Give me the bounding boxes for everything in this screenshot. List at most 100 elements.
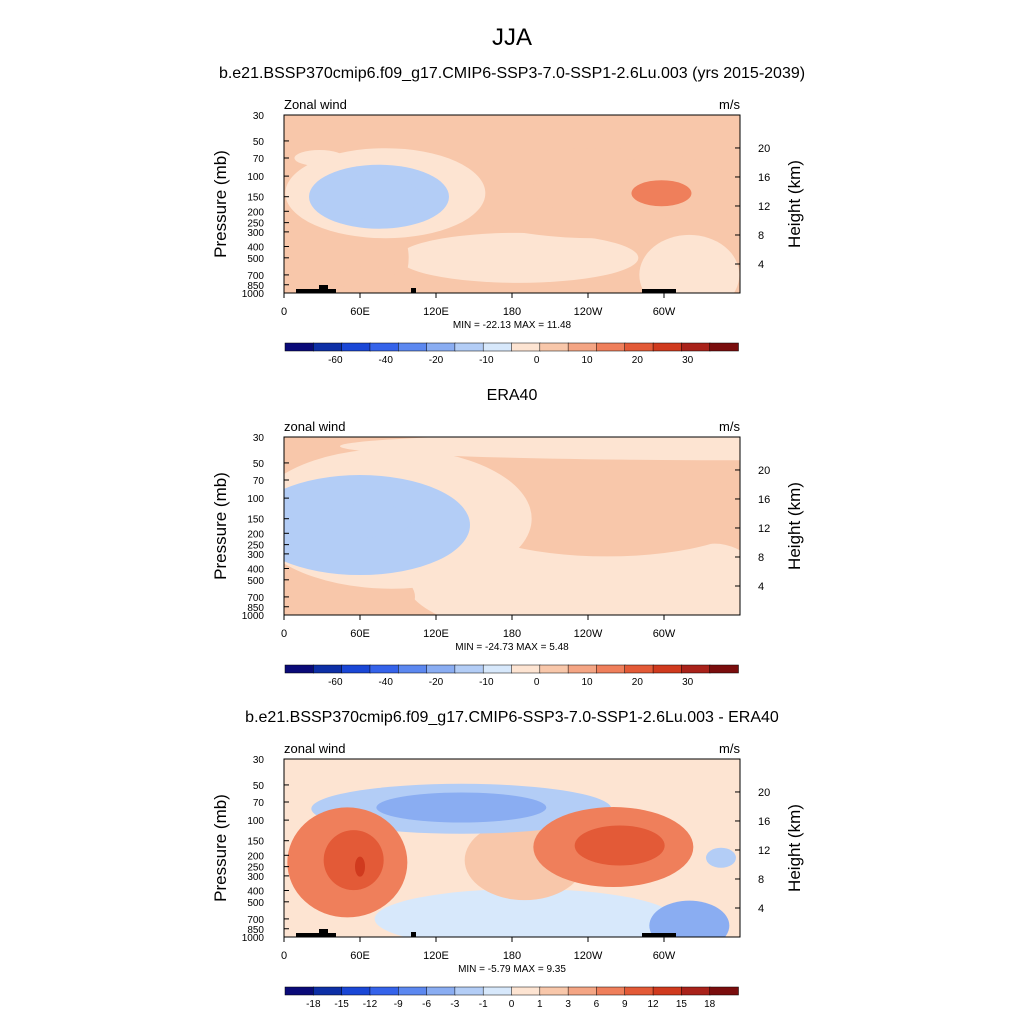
panel-title: ERA40 bbox=[487, 387, 538, 404]
y-tick-label: 500 bbox=[247, 576, 264, 587]
x-tick-label: 0 bbox=[281, 306, 287, 318]
colorbar-swatch bbox=[624, 986, 654, 996]
colorbar-label: -40 bbox=[378, 677, 393, 688]
colorbar-label: 18 bbox=[704, 999, 716, 1010]
colorbar-swatch bbox=[369, 664, 399, 674]
y-tick-label: 150 bbox=[247, 837, 264, 848]
right-tick-label: 16 bbox=[758, 816, 770, 828]
colorbar-label: -40 bbox=[378, 355, 393, 366]
colorbar-swatch bbox=[567, 664, 598, 674]
colorbar-swatch bbox=[284, 986, 315, 996]
units-label: m/s bbox=[719, 97, 740, 112]
x-tick-label: 180 bbox=[503, 950, 521, 962]
contour-region bbox=[574, 825, 665, 866]
colorbar-swatch bbox=[369, 986, 399, 996]
colorbar-label: 30 bbox=[682, 355, 694, 366]
right-tick-label: 12 bbox=[758, 845, 770, 857]
colorbar-label: -1 bbox=[479, 999, 488, 1010]
colorbar-swatch bbox=[709, 342, 739, 352]
colorbar-swatch bbox=[341, 986, 371, 996]
y-tick-label: 300 bbox=[247, 550, 264, 561]
y-tick-label: 50 bbox=[253, 781, 265, 792]
contour-field bbox=[284, 115, 740, 293]
right-axis-title: Height (km) bbox=[785, 160, 804, 248]
y-tick-label: 850 bbox=[247, 603, 264, 614]
colorbar-swatch bbox=[681, 664, 711, 674]
contour-region bbox=[532, 159, 733, 220]
topography-mask bbox=[642, 933, 676, 937]
right-axis-title: Height (km) bbox=[785, 482, 804, 570]
panels-container: b.e21.BSSP370cmip6.f09_g17.CMIP6-SSP3-7.… bbox=[211, 65, 805, 1010]
colorbar-label: 0 bbox=[509, 999, 515, 1010]
colorbar-swatch bbox=[681, 342, 711, 352]
contour-region bbox=[323, 830, 384, 891]
colorbar: -60 -40 -20 -10 0 10 20 30 bbox=[284, 664, 739, 688]
y-tick-label: 70 bbox=[253, 154, 265, 165]
colorbar-swatch bbox=[482, 342, 513, 352]
right-tick-label: 20 bbox=[758, 465, 770, 477]
x-tick-label: 60W bbox=[653, 628, 676, 640]
contour-region bbox=[631, 180, 692, 207]
colorbar-swatch bbox=[398, 664, 428, 674]
y-tick-label: 400 bbox=[247, 564, 264, 575]
contour-region bbox=[374, 888, 675, 937]
y-tick-label: 250 bbox=[247, 863, 264, 874]
colorbar-label: -15 bbox=[334, 999, 349, 1010]
colorbar-label: -20 bbox=[429, 677, 444, 688]
y-tick-label: 200 bbox=[247, 207, 264, 218]
contour-field bbox=[284, 437, 740, 615]
colorbar-label: -10 bbox=[479, 355, 494, 366]
colorbar-label: 0 bbox=[534, 355, 540, 366]
colorbar-swatch bbox=[539, 986, 569, 996]
colorbar-swatch bbox=[539, 664, 569, 674]
right-tick-label: 8 bbox=[758, 874, 764, 886]
y-tick-label: 70 bbox=[253, 476, 265, 487]
colorbar-label: 12 bbox=[648, 999, 660, 1010]
right-tick-label: 20 bbox=[758, 787, 770, 799]
y-tick-label: 150 bbox=[247, 193, 264, 204]
colorbar-swatch bbox=[709, 986, 739, 996]
colorbar-swatch bbox=[426, 664, 456, 674]
x-tick-label: 120E bbox=[423, 950, 449, 962]
y-tick-label: 250 bbox=[247, 541, 264, 552]
y-tick-label: 700 bbox=[247, 271, 264, 282]
y-tick-label: 200 bbox=[247, 529, 264, 540]
colorbar-label: -60 bbox=[328, 677, 343, 688]
colorbar-label: 3 bbox=[565, 999, 571, 1010]
colorbar-swatch bbox=[454, 986, 484, 996]
panel-3: b.e21.BSSP370cmip6.f09_g17.CMIP6-SSP3-7.… bbox=[211, 709, 804, 1010]
colorbar-swatch bbox=[313, 342, 343, 352]
y-tick-label: 700 bbox=[247, 915, 264, 926]
contour-region bbox=[398, 232, 639, 283]
colorbar-swatch bbox=[539, 342, 569, 352]
y-axis-title: Pressure (mb) bbox=[211, 150, 230, 258]
colorbar-swatch bbox=[341, 342, 371, 352]
colorbar-swatch bbox=[398, 342, 428, 352]
y-tick-label: 50 bbox=[253, 459, 265, 470]
variable-label: zonal wind bbox=[284, 419, 345, 434]
y-tick-label: 150 bbox=[247, 515, 264, 526]
colorbar-label: 9 bbox=[622, 999, 628, 1010]
contour-region bbox=[336, 266, 397, 291]
colorbar-swatch bbox=[284, 664, 315, 674]
colorbar-label: -20 bbox=[429, 355, 444, 366]
topography-mask bbox=[319, 929, 328, 937]
colorbar-label: 30 bbox=[682, 677, 694, 688]
y-tick-label: 300 bbox=[247, 228, 264, 239]
colorbar-swatch bbox=[398, 986, 428, 996]
colorbar-swatch bbox=[709, 664, 739, 674]
y-tick-label: 850 bbox=[247, 925, 264, 936]
colorbar-swatch bbox=[454, 342, 484, 352]
panel-1: b.e21.BSSP370cmip6.f09_g17.CMIP6-SSP3-7.… bbox=[211, 65, 805, 366]
units-label: m/s bbox=[719, 741, 740, 756]
y-tick-label: 30 bbox=[253, 111, 265, 122]
colorbar-swatch bbox=[596, 342, 626, 352]
y-tick-label: 50 bbox=[253, 137, 265, 148]
colorbar-swatch bbox=[681, 986, 711, 996]
right-tick-label: 4 bbox=[758, 581, 764, 593]
x-tick-label: 120W bbox=[574, 950, 603, 962]
colorbar-swatch bbox=[624, 664, 654, 674]
colorbar-swatch bbox=[511, 986, 541, 996]
